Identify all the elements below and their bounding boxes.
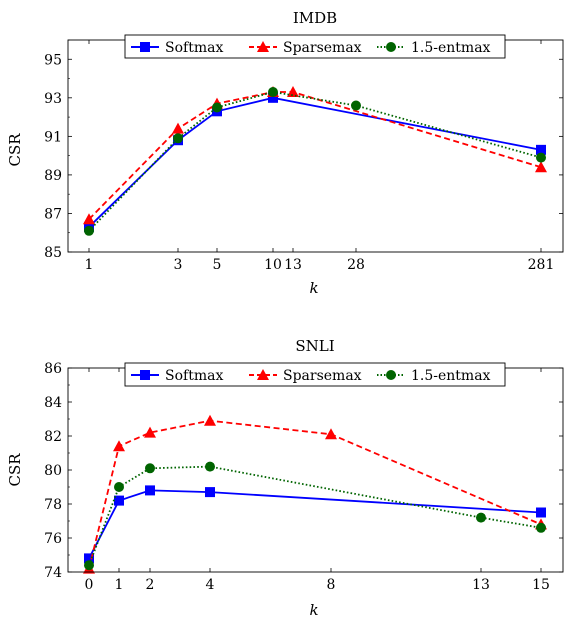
y-tick-label: 78: [44, 497, 62, 513]
y-tick-label: 85: [44, 245, 62, 261]
data-point: [114, 495, 124, 506]
legend-item-entmax: 1.5-entmax: [377, 368, 491, 384]
data-point: [173, 133, 183, 144]
legend-label-sparsemax: Sparsemax: [283, 368, 362, 384]
data-point: [536, 144, 546, 155]
x-tick-label: 281: [528, 257, 555, 273]
x-tick-label: 1: [115, 577, 124, 593]
legend-item-entmax: 1.5-entmax: [377, 40, 491, 56]
y-tick-label: 86: [44, 361, 62, 377]
data-point: [536, 152, 546, 163]
series-1-5-entmax: [84, 461, 546, 571]
y-tick-label: 80: [44, 463, 62, 479]
series-line: [88, 96, 542, 228]
data-point: [172, 122, 184, 134]
x-tick-label: 8: [327, 577, 336, 593]
legend-label-entmax: 1.5-entmax: [411, 368, 491, 384]
x-tick-label: 28: [347, 257, 365, 273]
y-tick-label: 76: [44, 531, 62, 547]
chart-title: SNLI: [295, 337, 334, 355]
legend-label-softmax: Softmax: [165, 40, 223, 56]
legend-item-sparsemax: Sparsemax: [249, 40, 362, 56]
series-line: [88, 91, 542, 220]
data-point: [84, 225, 94, 236]
y-axis-label: CSR: [6, 133, 24, 167]
data-point: [205, 461, 215, 472]
series-softmax: [84, 92, 546, 232]
legend-marker-sparsemax: [257, 41, 269, 52]
data-point: [268, 92, 278, 103]
plot-area: [67, 367, 564, 573]
legend-item-sparsemax: Sparsemax: [249, 368, 362, 384]
data-point: [476, 512, 486, 523]
legend-marker-entmax: [386, 42, 396, 52]
legend-label-entmax: 1.5-entmax: [411, 40, 491, 56]
data-point: [204, 414, 216, 426]
legend: Softmax Sparsemax 1.5-entmax: [124, 34, 506, 59]
data-point: [114, 482, 124, 492]
legend: Softmax Sparsemax 1.5-entmax: [124, 362, 506, 387]
legend-marker-sparsemax: [257, 369, 269, 380]
y-tick-label: 82: [44, 429, 62, 445]
legend-item-softmax: Softmax: [131, 368, 223, 384]
legend-item-softmax: Softmax: [131, 40, 223, 56]
legend-box: [124, 362, 506, 387]
data-point: [325, 428, 337, 440]
x-tick-label: 13: [472, 577, 490, 593]
y-tick-label: 74: [44, 565, 62, 581]
y-tick-label: 89: [44, 168, 62, 184]
x-tick-label: 15: [532, 577, 550, 593]
data-point: [113, 440, 125, 452]
data-point: [84, 560, 94, 571]
legend-marker-entmax: [386, 370, 396, 380]
data-point: [205, 487, 215, 498]
y-tick-label: 95: [44, 52, 62, 68]
legend-label-softmax: Softmax: [165, 368, 223, 384]
chart-snli: SNLI CSR k 74 76 78 80 82 84 86 0 1 2 4 8 13 15 Softm…: [6, 337, 564, 619]
data-point: [535, 161, 547, 173]
x-tick-label: 1: [85, 257, 94, 273]
data-point: [84, 553, 94, 564]
data-point: [145, 485, 155, 496]
x-tick-label: 5: [213, 257, 222, 273]
series-line: [88, 419, 542, 569]
y-tick-label: 87: [44, 206, 62, 222]
x-axis-label: k: [309, 601, 318, 619]
legend-label-sparsemax: Sparsemax: [283, 40, 362, 56]
legend-box: [124, 34, 506, 59]
legend-marker-softmax: [140, 370, 150, 380]
x-tick-label: 2: [146, 577, 155, 593]
x-tick-label: 13: [284, 257, 302, 273]
series-line: [88, 489, 542, 559]
series-1-5-entmax: [84, 87, 546, 236]
series-softmax: [84, 485, 546, 564]
data-point: [83, 213, 95, 225]
y-tick-label: 84: [44, 395, 62, 411]
x-tick-label: 10: [264, 257, 282, 273]
data-point: [268, 87, 278, 98]
x-tick-label: 3: [174, 257, 183, 273]
y-tick-label: 91: [44, 129, 62, 145]
data-point: [536, 522, 546, 533]
data-point: [212, 102, 222, 113]
data-point: [144, 426, 156, 438]
chart-title: IMDB: [293, 9, 337, 27]
series-line: [88, 91, 542, 232]
y-axis-label: CSR: [6, 453, 24, 487]
legend-marker-softmax: [140, 42, 150, 52]
data-point: [351, 100, 361, 111]
x-tick-label: 0: [85, 577, 94, 593]
data-point: [536, 507, 546, 518]
series-line: [88, 465, 542, 566]
x-axis-label: k: [309, 279, 318, 297]
data-point: [145, 463, 155, 474]
x-tick-label: 4: [206, 577, 215, 593]
plot-area: [67, 39, 564, 253]
y-tick-label: 93: [44, 91, 62, 107]
data-point: [287, 86, 299, 98]
